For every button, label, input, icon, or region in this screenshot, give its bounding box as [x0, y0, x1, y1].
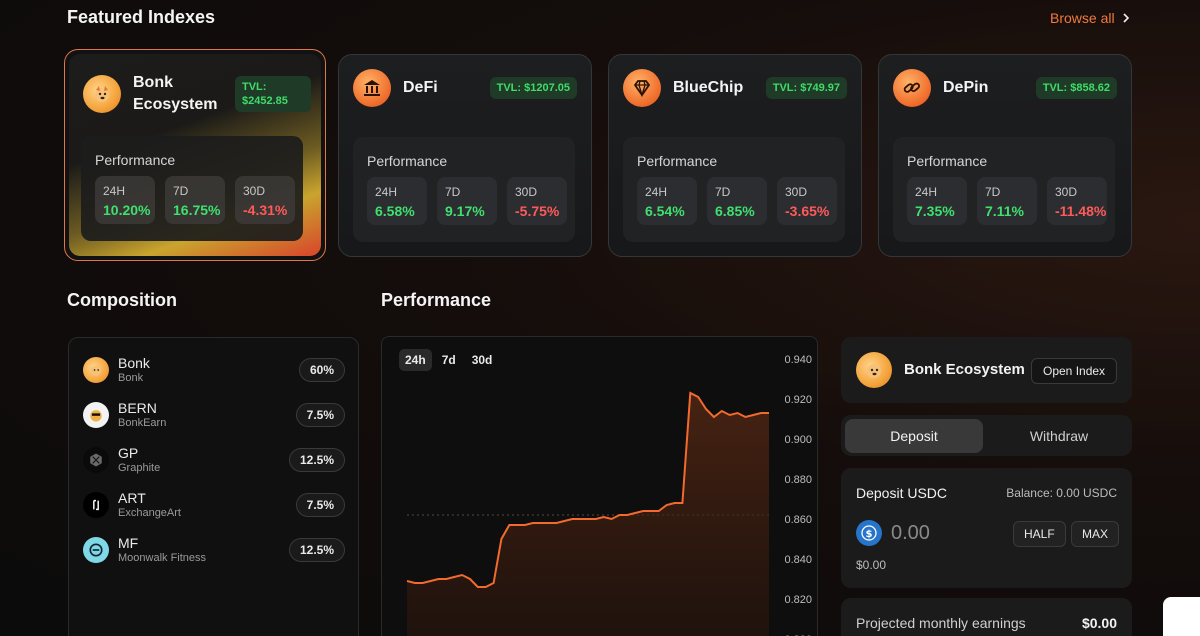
performance-label: Performance	[637, 153, 718, 169]
weight-badge: 7.5%	[295, 493, 345, 517]
stat-24h: 24H 6.54%	[637, 177, 697, 225]
bonk-dog-icon	[83, 75, 121, 113]
tab-deposit[interactable]: Deposit	[845, 419, 983, 453]
stat-24h: 24H 7.35%	[907, 177, 967, 225]
token-symbol: Bonk	[118, 355, 150, 371]
token-name: Moonwalk Fitness	[118, 552, 207, 564]
tvl-badge: TVL: $749.97	[765, 77, 847, 99]
amount-input[interactable]: 0.00	[891, 522, 930, 544]
chevron-right-icon	[1123, 13, 1129, 23]
tab-withdraw[interactable]: Withdraw	[1029, 428, 1089, 444]
performance-label: Performance	[95, 152, 176, 168]
token-symbol: MF	[118, 535, 139, 551]
y-tick-label: 0.880	[784, 474, 812, 486]
weight-badge: 12.5%	[288, 448, 345, 472]
y-tick-label: 0.840	[784, 554, 812, 566]
tab-24h[interactable]: 24h	[399, 349, 432, 371]
half-button[interactable]: HALF	[1013, 521, 1066, 547]
graphite-icon	[83, 447, 109, 473]
stat-24h: 24H 6.58%	[367, 177, 427, 225]
composition-row[interactable]: MF Moonwalk Fitness 12.5%	[83, 533, 345, 567]
token-symbol: GP	[118, 445, 139, 461]
token-name: BonkEarn	[118, 417, 167, 429]
index-card-bluechip[interactable]: BlueChip TVL: $749.97 Performance 24H 6.5…	[608, 54, 862, 257]
stat-24h: 24H 10.20%	[95, 176, 155, 224]
stat-30d: 30D -3.65%	[777, 177, 837, 225]
composition-row[interactable]: Bonk Bonk 60%	[83, 353, 345, 387]
performance-title: Performance	[381, 290, 492, 310]
token-symbol: ART	[118, 490, 146, 506]
tvl-badge: TVL: $2452.85	[235, 76, 311, 112]
index-card-depin[interactable]: DePin TVL: $858.62 Performance 24H 7.35% …	[878, 54, 1132, 257]
support-widget[interactable]	[1163, 597, 1200, 636]
stat-7d: 7D 16.75%	[165, 176, 225, 224]
browse-all-label: Browse all	[1050, 10, 1115, 26]
stat-7d: 7D 9.17%	[437, 177, 497, 225]
deposit-title: Deposit USDC	[856, 485, 948, 501]
y-tick-label: 0.800	[784, 634, 812, 636]
bank-icon	[353, 69, 391, 107]
performance-chart: 24h 7d 30d 0.940 0.920 0.900 0.880 0.860 0.84…	[381, 336, 818, 636]
series-area	[407, 393, 769, 636]
index-name: Bonk Ecosystem	[904, 361, 1025, 378]
balance-text: Balance: 0.00 USDC	[1006, 486, 1117, 500]
moonwalk-icon	[83, 537, 109, 563]
y-tick-label: 0.820	[784, 594, 812, 606]
projected-label: Projected monthly earnings	[856, 615, 1026, 631]
tab-30d[interactable]: 30d	[471, 353, 493, 367]
projected-earnings-card: Projected monthly earnings $0.00	[841, 598, 1132, 636]
card-title: Bonk Ecosystem	[133, 74, 218, 113]
composition-panel: Bonk Bonk 60% BERN BonkEarn 7.5% GP Graphit…	[68, 337, 359, 636]
chart-canvas: 0.940 0.920 0.900 0.880 0.860 0.840 0.820 0.800	[406, 354, 812, 636]
token-name: ExchangeArt	[118, 507, 181, 519]
weight-badge: 7.5%	[295, 403, 345, 427]
usd-value: $0.00	[856, 558, 887, 572]
performance-label: Performance	[367, 153, 448, 169]
deposit-withdraw-toggle: Deposit Withdraw	[841, 415, 1132, 456]
card-title: DeFi	[403, 79, 438, 96]
browse-all-link[interactable]: Browse all	[1050, 10, 1131, 26]
stat-7d: 7D 6.85%	[707, 177, 767, 225]
max-button[interactable]: MAX	[1071, 521, 1120, 547]
stat-30d: 30D -11.48%	[1047, 177, 1107, 225]
composition-row[interactable]: BERN BonkEarn 7.5%	[83, 398, 345, 432]
chain-link-icon	[893, 69, 931, 107]
bonk-dog-icon	[83, 357, 109, 383]
token-name: Graphite	[118, 462, 161, 474]
exchangeart-icon	[83, 492, 109, 518]
open-index-button[interactable]: Open Index	[1031, 358, 1118, 384]
stat-30d: 30D -5.75%	[507, 177, 567, 225]
card-title: DePin	[943, 79, 989, 96]
bern-dog-icon	[83, 402, 109, 428]
tvl-badge: TVL: $1207.05	[489, 77, 577, 99]
composition-title: Composition	[67, 290, 177, 310]
y-tick-label: 0.860	[784, 514, 812, 526]
index-header-card: Bonk Ecosystem Open Index	[841, 337, 1132, 403]
tvl-badge: TVL: $858.62	[1035, 77, 1117, 99]
weight-badge: 12.5%	[288, 538, 345, 562]
series-line	[406, 391, 769, 588]
y-tick-label: 0.900	[784, 434, 812, 446]
composition-row[interactable]: GP Graphite 12.5%	[83, 443, 345, 477]
deposit-panel: Deposit USDC Balance: 0.00 USDC $ 0.00 H…	[841, 468, 1132, 588]
index-card-defi[interactable]: DeFi TVL: $1207.05 Performance 24H 6.58% …	[338, 54, 592, 257]
featured-title: Featured Indexes	[67, 7, 216, 27]
svg-text:$: $	[866, 529, 873, 540]
y-tick-label: 0.940	[784, 354, 812, 366]
projected-value: $0.00	[1081, 615, 1117, 631]
token-name: Bonk	[118, 372, 144, 384]
token-symbol: BERN	[118, 400, 157, 416]
stat-30d: 30D -4.31%	[235, 176, 295, 224]
performance-label: Performance	[907, 153, 988, 169]
tab-7d[interactable]: 7d	[441, 353, 456, 367]
diamond-icon	[623, 69, 661, 107]
bonk-dog-icon	[856, 352, 892, 388]
card-title: BlueChip	[673, 79, 744, 96]
index-card-bonk[interactable]: Bonk Ecosystem TVL: $2452.85 Performance…	[64, 49, 326, 261]
composition-row[interactable]: ART ExchangeArt 7.5%	[83, 488, 345, 522]
weight-badge: 60%	[298, 358, 345, 382]
y-tick-label: 0.920	[784, 394, 812, 406]
usdc-icon: $	[856, 520, 882, 546]
stat-7d: 7D 7.11%	[977, 177, 1037, 225]
